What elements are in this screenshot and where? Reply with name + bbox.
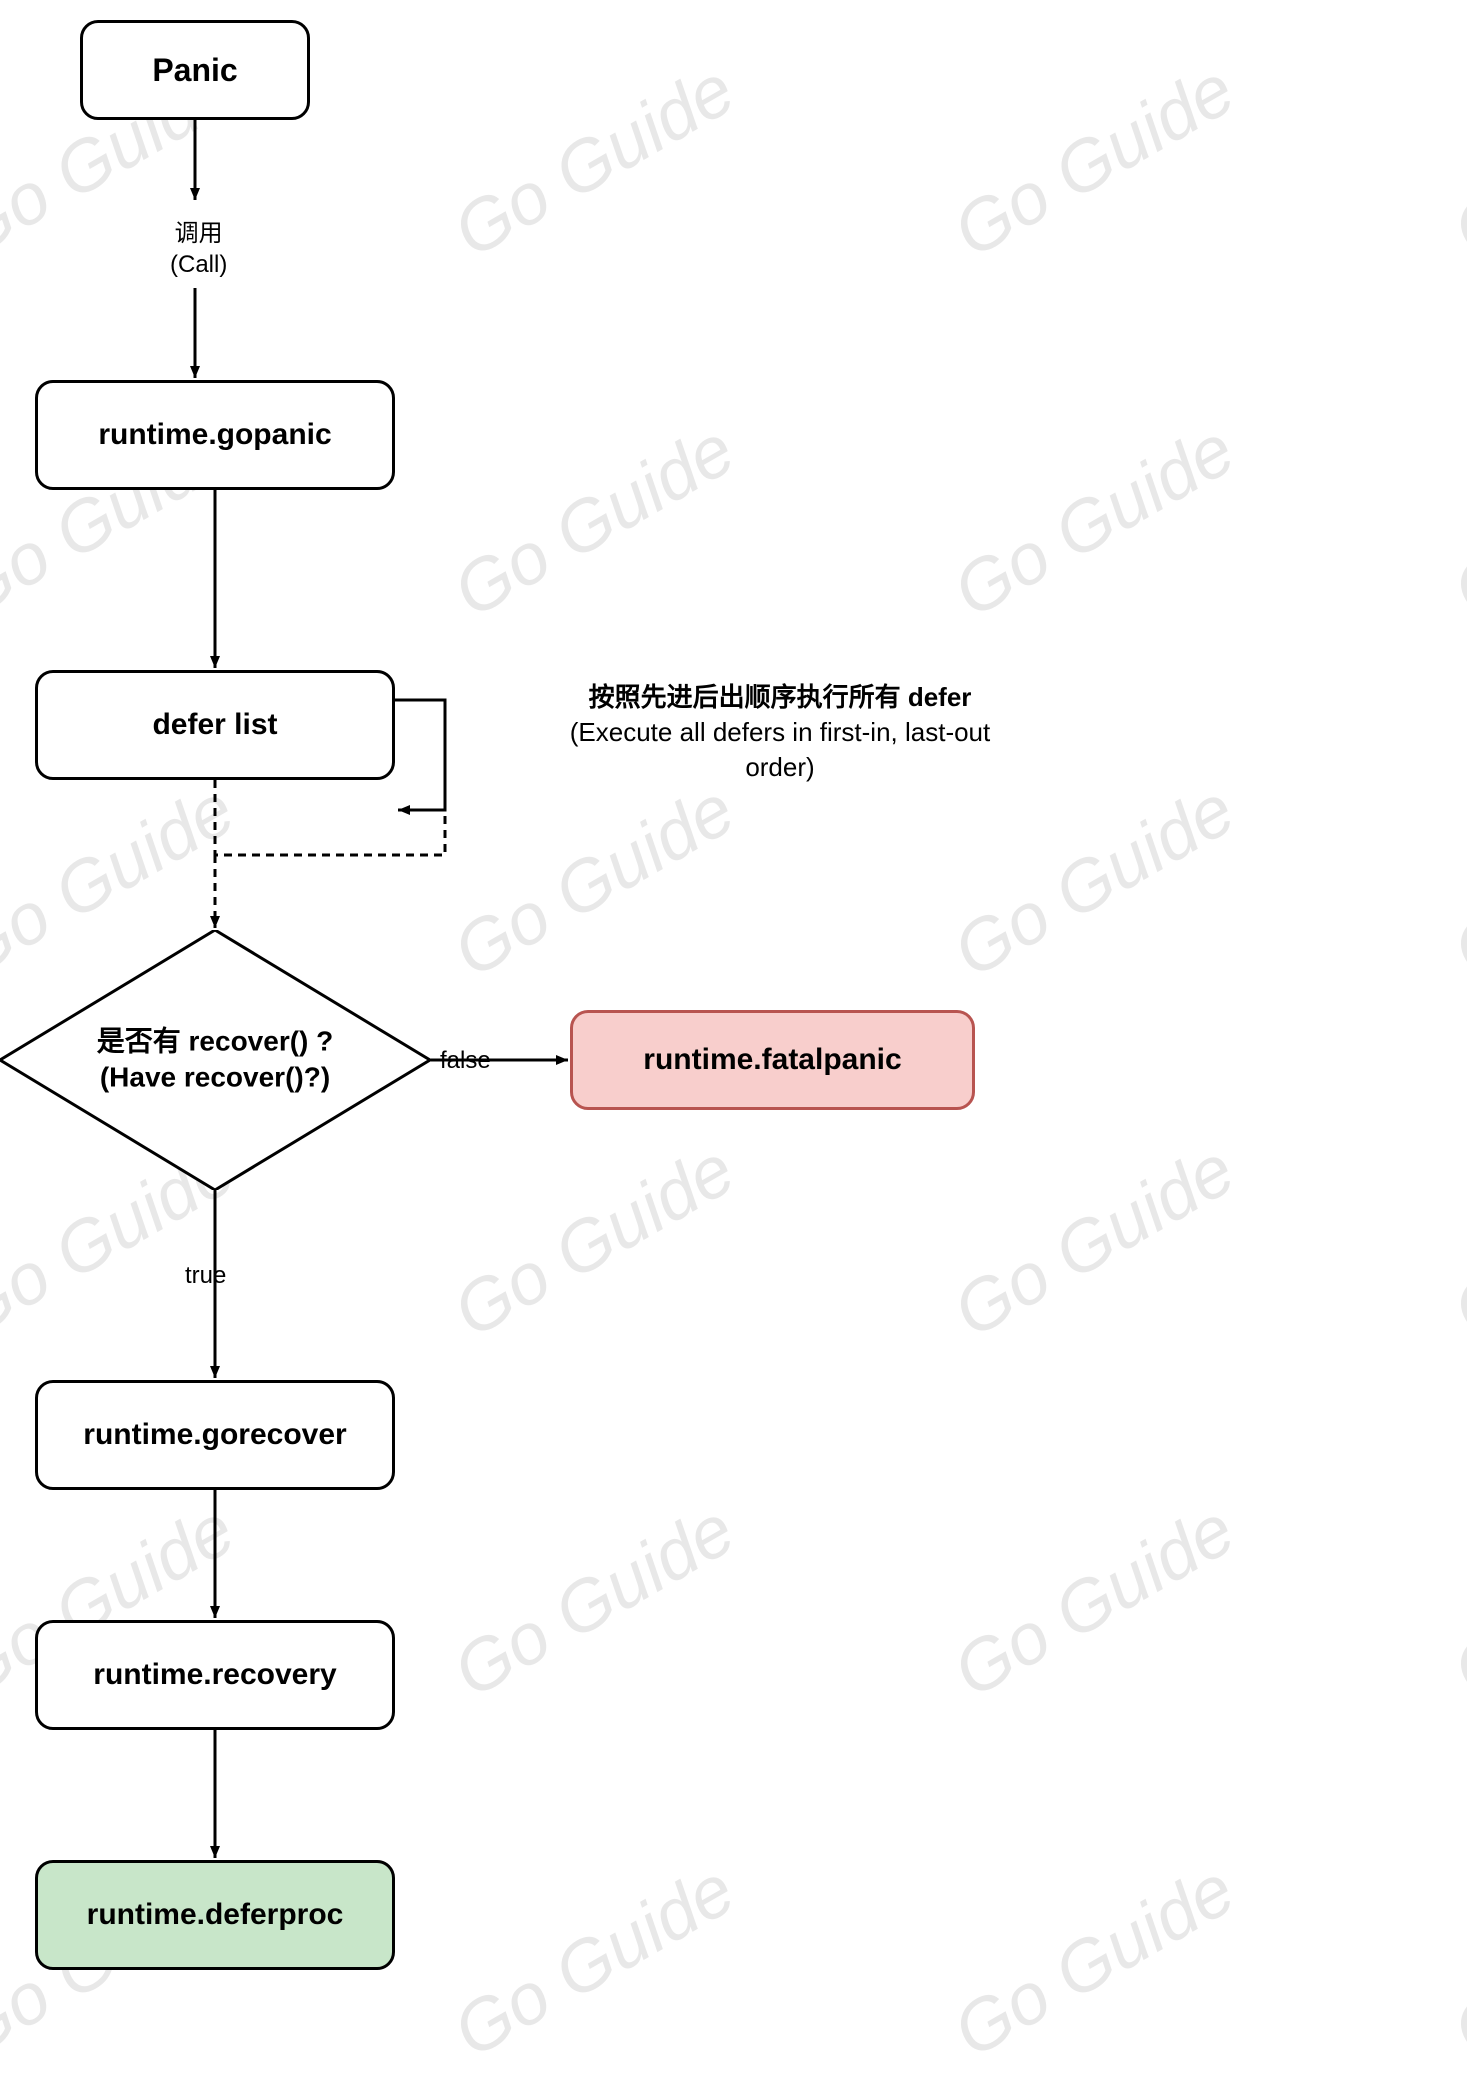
edge-label-true-text: true bbox=[185, 1262, 226, 1289]
node-recovery: runtime.recovery bbox=[35, 1620, 395, 1730]
node-panic: Panic bbox=[80, 20, 310, 120]
side-label-l2: (Execute all defers in first-in, last-ou… bbox=[570, 717, 991, 747]
node-gopanic-label: runtime.gopanic bbox=[98, 418, 331, 452]
edge-label-false-text: false bbox=[440, 1047, 491, 1074]
node-fatalpanic: runtime.fatalpanic bbox=[570, 1010, 975, 1110]
side-label-defer-order: 按照先进后出顺序执行所有 defer (Execute all defers i… bbox=[500, 680, 1060, 785]
node-deferlist: defer list bbox=[35, 670, 395, 780]
node-deferlist-label: defer list bbox=[152, 708, 277, 742]
node-decision-label: 是否有 recover() ? (Have recover()?) bbox=[43, 1024, 387, 1097]
node-decision: 是否有 recover() ? (Have recover()?) bbox=[0, 930, 430, 1190]
edge-label-call: 调用 (Call) bbox=[170, 218, 227, 280]
node-deferproc-label: runtime.deferproc bbox=[87, 1898, 344, 1932]
edge-label-false: false bbox=[440, 1045, 491, 1076]
side-label-l1: 按照先进后出顺序执行所有 defer bbox=[589, 682, 972, 712]
node-gopanic: runtime.gopanic bbox=[35, 380, 395, 490]
node-recovery-label: runtime.recovery bbox=[93, 1658, 336, 1692]
decision-line1: 是否有 recover() ? bbox=[97, 1026, 334, 1057]
side-label-l3: order) bbox=[745, 752, 814, 782]
node-deferproc: runtime.deferproc bbox=[35, 1860, 395, 1970]
node-panic-label: Panic bbox=[152, 52, 237, 89]
node-gorecover: runtime.gorecover bbox=[35, 1380, 395, 1490]
node-fatalpanic-label: runtime.fatalpanic bbox=[643, 1043, 901, 1077]
node-gorecover-label: runtime.gorecover bbox=[83, 1418, 346, 1452]
edge-label-call-l2: (Call) bbox=[170, 251, 227, 278]
edge-label-true: true bbox=[185, 1260, 226, 1291]
edge-label-call-l1: 调用 bbox=[175, 220, 223, 247]
decision-line2: (Have recover()?) bbox=[100, 1062, 330, 1093]
